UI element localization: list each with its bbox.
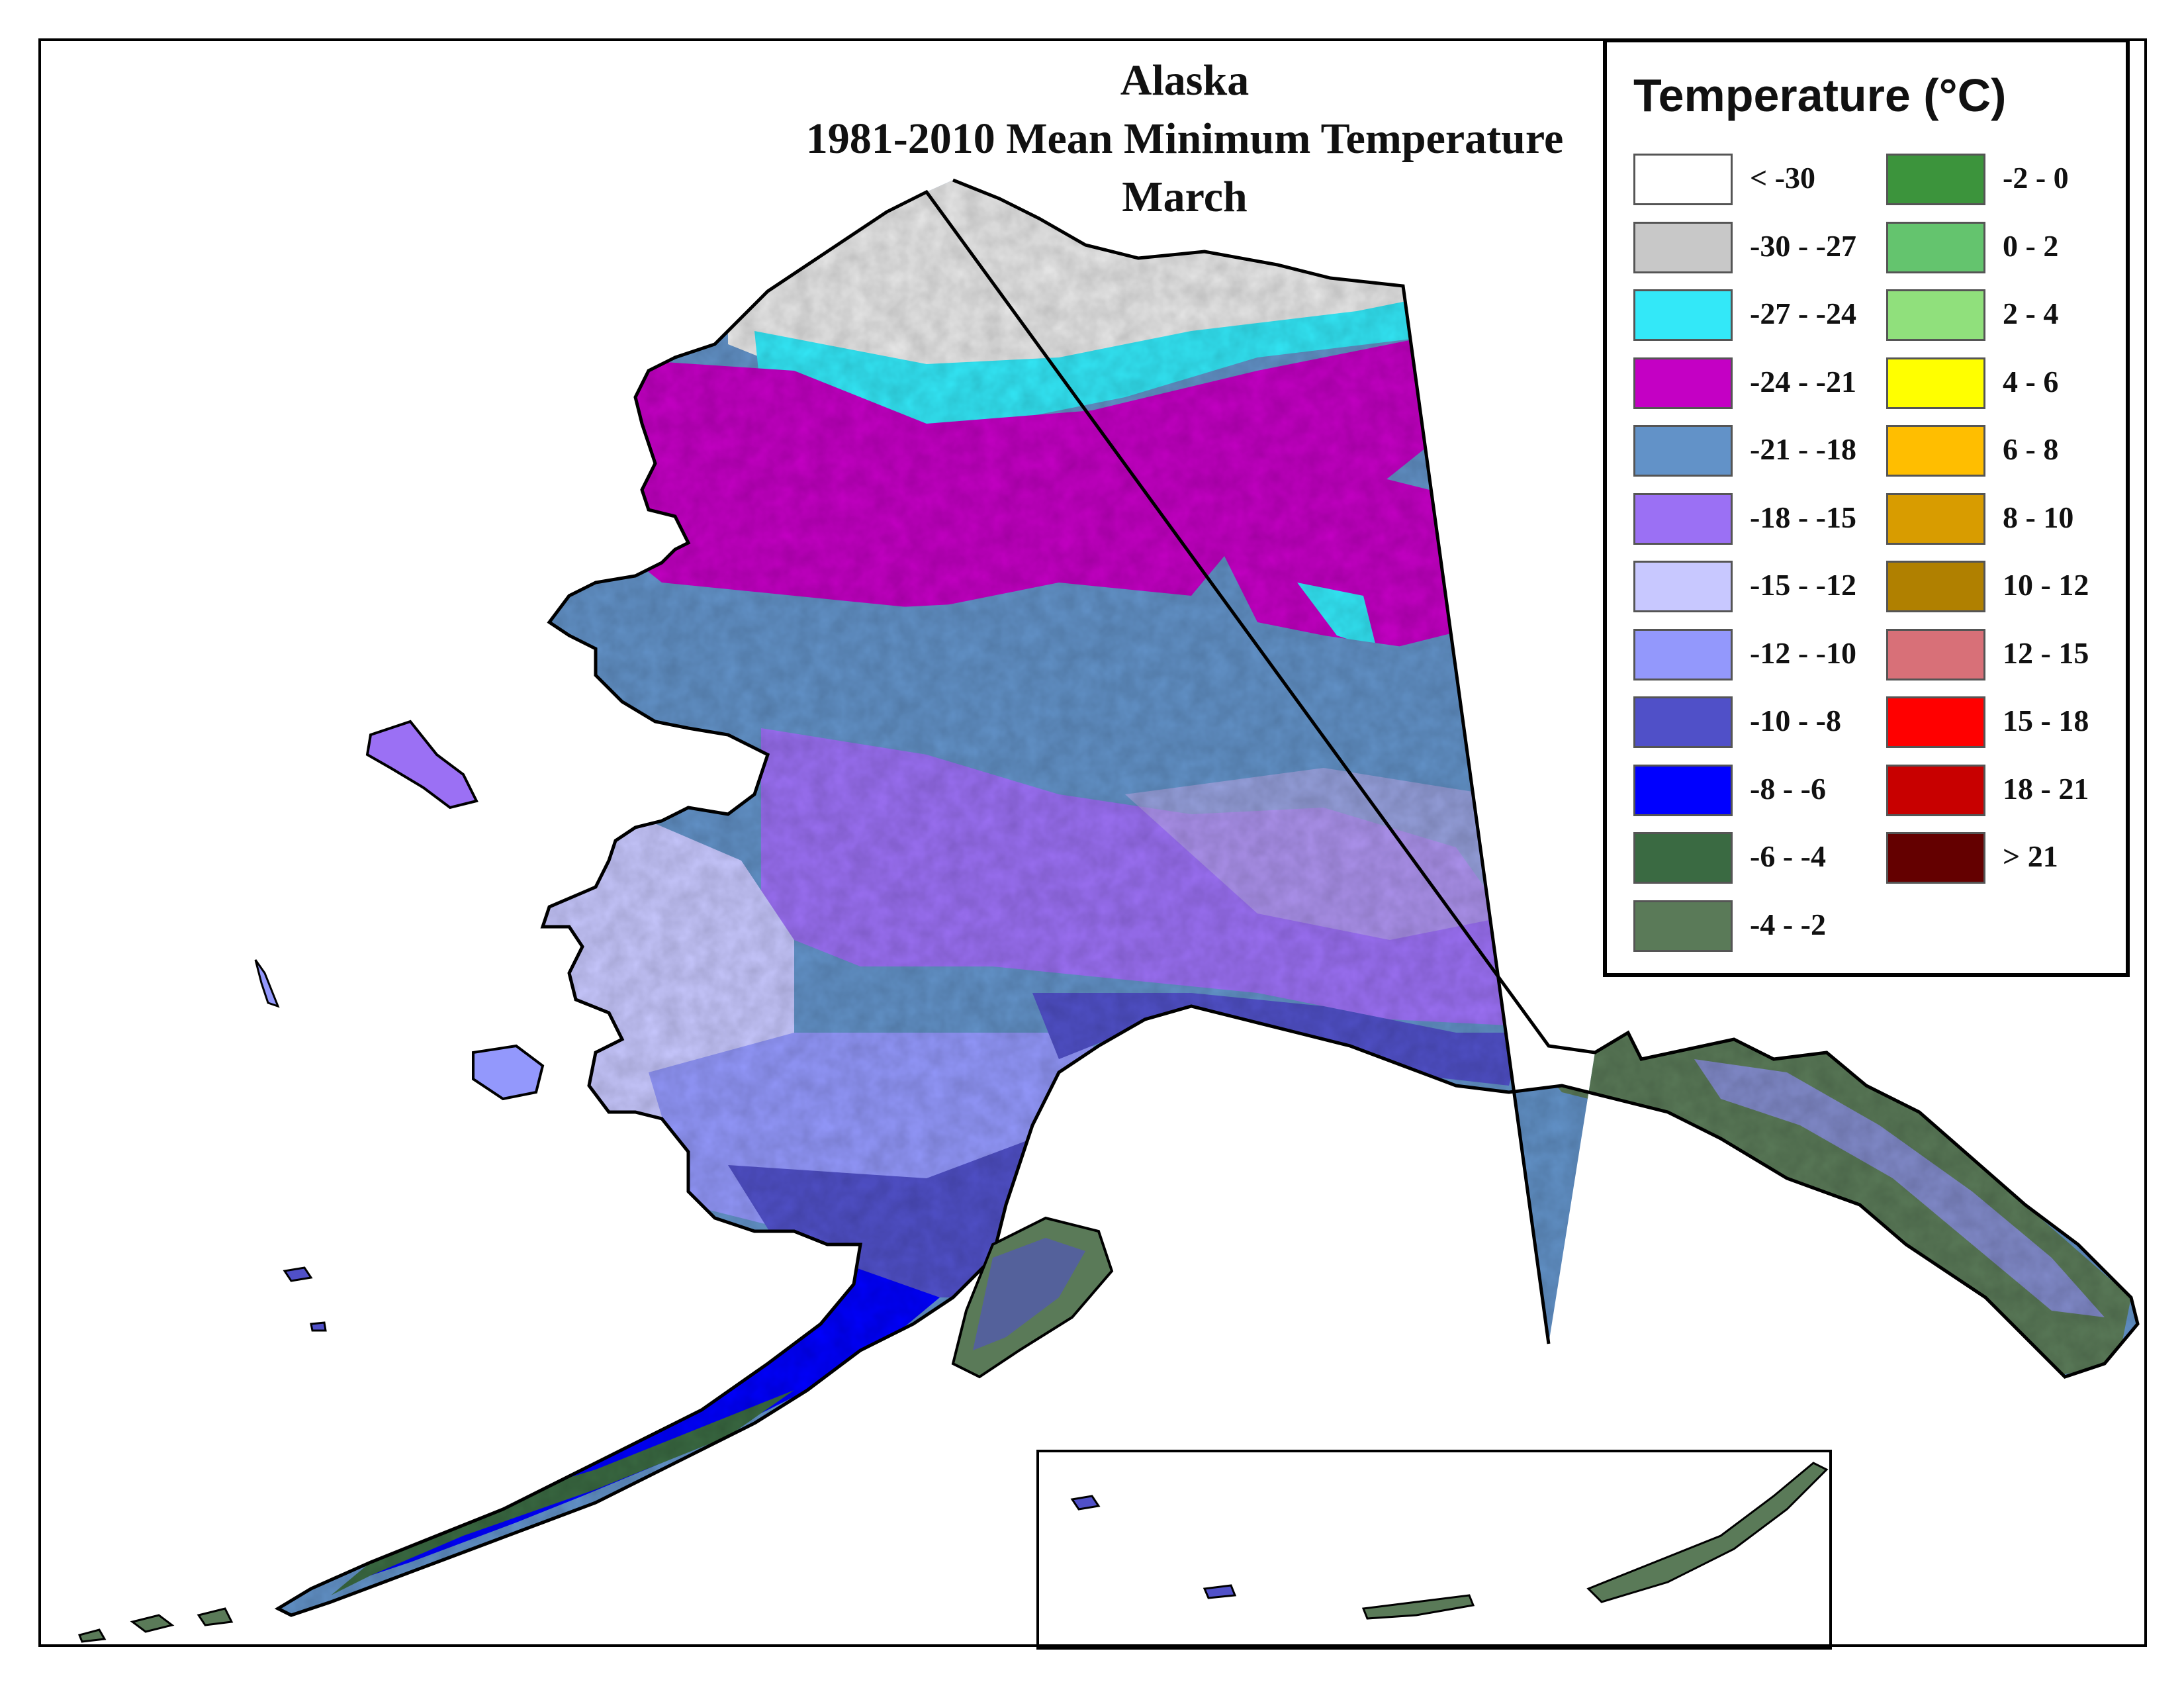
aleutian-inset-frame (1036, 1450, 1832, 1650)
temperature-legend: Temperature (°C) < -30 -30 - -27 -27 - -24… (1603, 38, 2130, 977)
map-title: Alaska 1981-2010 Mean Minimum Temperatur… (715, 52, 1655, 226)
legend-swatch (1886, 832, 1985, 884)
legend-swatch (1633, 900, 1733, 952)
legend-swatch (1633, 357, 1733, 409)
legend-swatch (1633, 425, 1733, 477)
legend-label: -18 - -15 (1750, 500, 1856, 534)
legend-label: -15 - -12 (1750, 568, 1856, 602)
legend-label: 4 - 6 (2003, 364, 2059, 399)
legend-swatch (1886, 357, 1985, 409)
legend-swatch (1633, 764, 1733, 816)
legend-label: 15 - 18 (2003, 704, 2089, 737)
legend-swatch (1886, 425, 1985, 477)
legend-swatch (1633, 561, 1733, 612)
legend-label: -30 - -27 (1750, 228, 1856, 263)
legend-label: 6 - 8 (2003, 432, 2059, 466)
legend-label: < -30 (1750, 161, 1816, 195)
legend-label: -12 - -10 (1750, 635, 1856, 670)
legend-label: 0 - 2 (2003, 228, 2059, 263)
legend-swatch (1886, 628, 1985, 680)
legend-swatch (1886, 492, 1985, 545)
legend-label: 10 - 12 (2003, 568, 2089, 602)
legend-label: -10 - -8 (1750, 704, 1841, 737)
legend-swatch (1886, 221, 1985, 273)
legend-swatch (1886, 561, 1985, 612)
legend-label: > 21 (2003, 839, 2058, 873)
legend-swatch (1633, 628, 1733, 680)
legend-label: -4 - -2 (1750, 907, 1826, 941)
legend-label: -24 - -21 (1750, 364, 1856, 399)
legend-swatch (1633, 154, 1733, 205)
legend-label: -21 - -18 (1750, 432, 1856, 466)
legend-label: 2 - 4 (2003, 297, 2059, 330)
legend-title: Temperature (°C) (1633, 70, 2007, 121)
legend-swatch (1633, 832, 1733, 884)
legend-label: -27 - -24 (1750, 297, 1856, 330)
legend-label: 8 - 10 (2003, 500, 2074, 534)
legend-label: 12 - 15 (2003, 635, 2089, 670)
legend-label: -2 - 0 (2003, 161, 2069, 195)
title-line-region: Alaska (1120, 56, 1250, 105)
legend-swatch (1633, 221, 1733, 273)
title-line-variable: 1981-2010 Mean Minimum Temperature (805, 115, 1564, 163)
legend-label: -8 - -6 (1750, 771, 1826, 806)
legend-swatch (1633, 289, 1733, 341)
legend-swatch (1886, 696, 1985, 748)
legend-swatch (1886, 764, 1985, 816)
inset-islands (1070, 1462, 1829, 1620)
title-line-month: March (1122, 173, 1248, 221)
legend-swatch (1886, 289, 1985, 341)
legend-label: -6 - -4 (1750, 839, 1826, 873)
legend-swatch (1633, 492, 1733, 545)
legend-label: 18 - 21 (2003, 771, 2089, 806)
legend-swatch (1886, 154, 1985, 205)
legend-swatch (1633, 696, 1733, 748)
